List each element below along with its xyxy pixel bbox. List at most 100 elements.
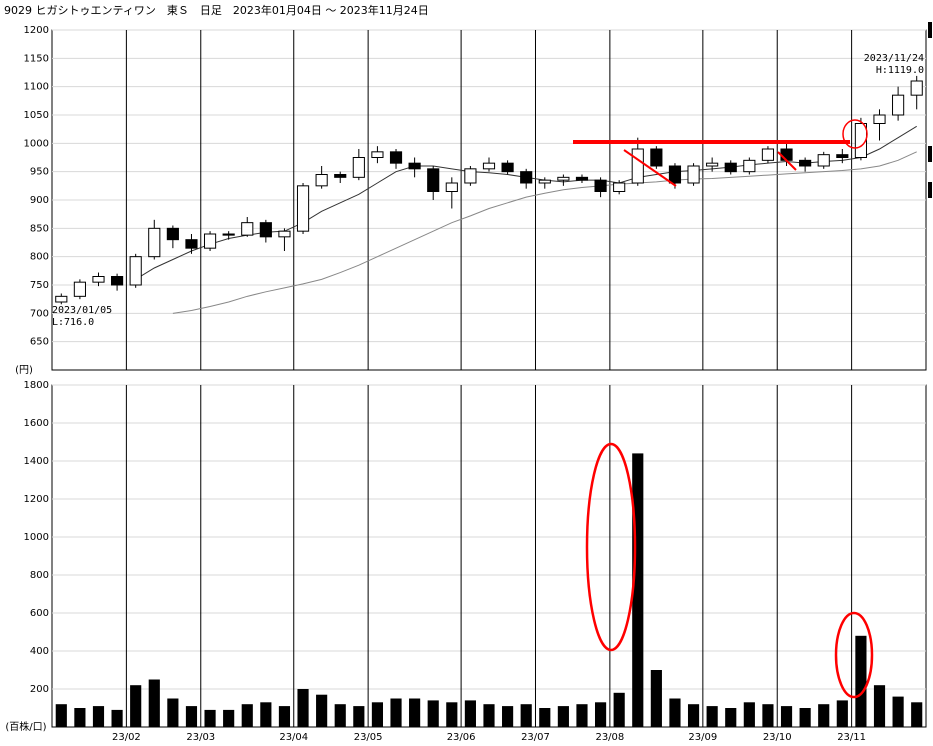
volume-bar bbox=[483, 704, 495, 727]
candle-body bbox=[520, 171, 533, 184]
annotation: 2023/01/05 L:716.0 bbox=[52, 305, 112, 328]
candle-body bbox=[389, 151, 403, 164]
volume-bar bbox=[427, 700, 439, 727]
candle-body bbox=[557, 176, 570, 181]
candle-body bbox=[222, 233, 235, 236]
candle-body bbox=[724, 162, 737, 173]
volume-bar bbox=[855, 635, 867, 727]
candle-body bbox=[817, 154, 830, 167]
volume-bar bbox=[892, 696, 904, 727]
volume-bar bbox=[780, 706, 793, 727]
candle-body bbox=[92, 276, 105, 283]
volume-bar bbox=[725, 708, 737, 727]
candle-body bbox=[111, 276, 124, 286]
candle-body bbox=[352, 157, 365, 178]
candle-body bbox=[334, 174, 347, 178]
volume-bar bbox=[557, 706, 569, 727]
y-tick-label: 1400 bbox=[24, 456, 49, 467]
volume-bar bbox=[911, 702, 923, 727]
candle-body bbox=[668, 165, 682, 184]
volume-bar bbox=[371, 702, 384, 727]
candle-body bbox=[780, 148, 793, 161]
y-tick-label: 850 bbox=[30, 223, 49, 234]
highlight-ellipse bbox=[834, 611, 874, 699]
volume-bar bbox=[390, 698, 402, 727]
volume-bar bbox=[55, 704, 67, 727]
candle-body bbox=[129, 256, 142, 286]
x-tick-label: 23/02 bbox=[112, 732, 141, 743]
candle-body bbox=[575, 176, 589, 181]
x-tick-label: 23/09 bbox=[688, 732, 717, 743]
y-tick-label: 950 bbox=[30, 167, 49, 178]
candle-body bbox=[315, 174, 328, 187]
candle-body bbox=[278, 230, 291, 238]
volume-bar bbox=[762, 704, 774, 727]
volume-bar bbox=[148, 679, 160, 727]
candle-body bbox=[241, 222, 254, 236]
volume-bar bbox=[297, 689, 309, 727]
x-tick-label: 23/10 bbox=[763, 732, 792, 743]
y-tick-label: 1100 bbox=[24, 82, 49, 93]
x-tick-label: 23/06 bbox=[447, 732, 476, 743]
edge-mark bbox=[928, 146, 932, 162]
y-tick-label: 1000 bbox=[24, 532, 49, 543]
highlight-ellipse bbox=[585, 442, 637, 652]
volume-bar bbox=[260, 702, 272, 727]
y-tick-label: 800 bbox=[30, 252, 49, 263]
y-tick-label: 600 bbox=[30, 608, 49, 619]
volume-bar bbox=[92, 706, 105, 727]
candle-body bbox=[501, 162, 514, 173]
volume-bar bbox=[836, 700, 848, 727]
y-tick-label: 1200 bbox=[24, 494, 49, 505]
volume-bar bbox=[502, 706, 514, 727]
y-tick-label: 700 bbox=[30, 308, 49, 319]
volume-bar bbox=[446, 702, 458, 727]
volume-bar bbox=[167, 698, 179, 727]
volume-frame bbox=[51, 384, 927, 728]
candle-body bbox=[910, 80, 923, 96]
y-tick-label: 1000 bbox=[24, 138, 49, 149]
candle-body bbox=[427, 168, 440, 192]
y-tick-label: 1200 bbox=[24, 25, 49, 36]
y-tick-label: 750 bbox=[30, 280, 49, 291]
candle-body bbox=[55, 295, 68, 303]
chart-title: 9029 ヒガシトゥエンティワン 東Ｓ 日足 2023年01月04日 ～ 202… bbox=[4, 3, 429, 17]
candle-body bbox=[854, 123, 867, 158]
candle-body bbox=[650, 148, 663, 167]
candle-body bbox=[836, 154, 849, 159]
candle-body bbox=[687, 165, 700, 184]
volume-bar bbox=[223, 709, 235, 727]
candle-body bbox=[445, 182, 458, 192]
annotation: 2023/11/24 H:1119.0 bbox=[864, 53, 924, 76]
candle-body bbox=[259, 222, 272, 238]
candle-body bbox=[371, 151, 384, 158]
highlight-circle bbox=[842, 119, 868, 149]
price-unit: (円) bbox=[15, 365, 33, 376]
y-tick-label: 1600 bbox=[24, 418, 49, 429]
volume-bar bbox=[464, 700, 476, 727]
volume-unit: (百株/口) bbox=[5, 720, 46, 733]
volume-bar bbox=[650, 670, 662, 727]
trend-line bbox=[623, 149, 677, 187]
candle-body bbox=[73, 281, 86, 297]
volume-bar bbox=[743, 702, 755, 727]
volume-bar bbox=[74, 708, 86, 727]
x-tick-label: 23/05 bbox=[354, 732, 383, 743]
volume-bar bbox=[241, 704, 253, 727]
volume-bar bbox=[594, 702, 607, 727]
candle-body bbox=[482, 162, 496, 170]
candle-body bbox=[203, 233, 217, 249]
y-tick-label: 400 bbox=[30, 646, 49, 657]
volume-bar bbox=[818, 704, 830, 727]
y-tick-label: 1050 bbox=[24, 110, 49, 121]
x-tick-label: 23/08 bbox=[595, 732, 624, 743]
candle-body bbox=[296, 185, 310, 232]
x-tick-label: 23/04 bbox=[279, 732, 308, 743]
marks: 650 700 750 800 850 900 950 1000 1050 1100 1150 120… bbox=[24, 25, 926, 743]
candle-body bbox=[464, 168, 477, 184]
volume-bar bbox=[111, 709, 123, 727]
candle-body bbox=[166, 227, 179, 241]
volume-bar bbox=[613, 692, 625, 727]
volume-bar bbox=[185, 706, 198, 727]
volume-bar bbox=[669, 698, 681, 727]
